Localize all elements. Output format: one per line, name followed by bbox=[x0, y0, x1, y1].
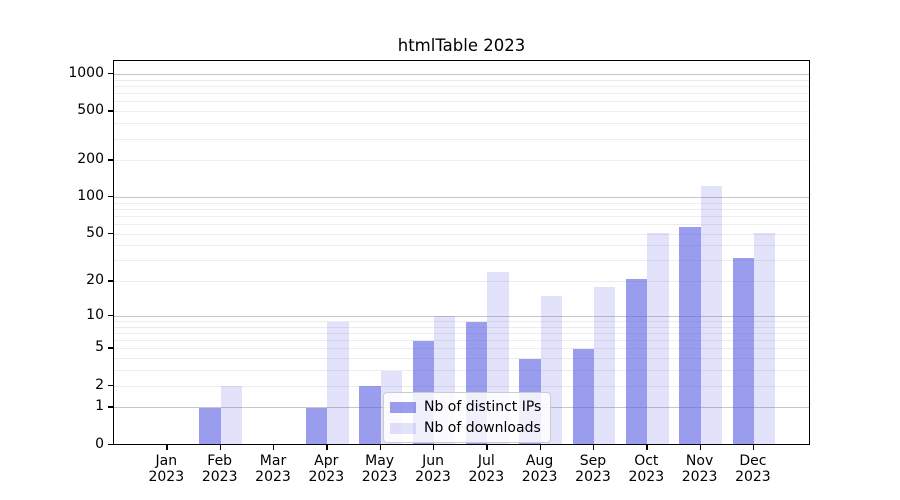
y-tick-0 bbox=[108, 443, 113, 445]
gridline-y-200 bbox=[114, 160, 809, 162]
y-tick-5 bbox=[108, 347, 113, 349]
gridline-y-30 bbox=[114, 260, 809, 262]
y-tick-100 bbox=[108, 196, 113, 198]
y-tick-20 bbox=[108, 280, 113, 282]
gridline-y-6 bbox=[114, 340, 809, 342]
y-tick-500 bbox=[108, 110, 113, 112]
y-tick-label-5: 5 bbox=[95, 339, 104, 356]
gridline-y-1000 bbox=[114, 74, 809, 76]
bar-distinct-ips-oct bbox=[626, 279, 648, 444]
bar-distinct-ips-apr bbox=[306, 407, 328, 444]
bar-distinct-ips-may bbox=[359, 386, 381, 444]
y-tick-label-0: 0 bbox=[95, 435, 104, 452]
legend-swatch-distinct-ips bbox=[390, 401, 416, 413]
legend-label-distinct-ips: Nb of distinct IPs bbox=[424, 399, 542, 415]
plot-area bbox=[113, 60, 810, 445]
y-tick-50 bbox=[108, 232, 113, 235]
x-tick-label-nov: Nov 2023 bbox=[681, 452, 718, 486]
x-tick-label-mar: Mar 2023 bbox=[255, 452, 291, 486]
x-tick-label-apr: Apr 2023 bbox=[308, 452, 345, 486]
legend: Nb of distinct IPs Nb of downloads bbox=[383, 392, 552, 443]
gridline-y-4 bbox=[114, 358, 809, 360]
gridline-y-600 bbox=[114, 101, 809, 103]
x-tick-oct bbox=[646, 444, 648, 450]
x-tick-dec bbox=[752, 444, 755, 450]
gridline-y-60 bbox=[114, 224, 809, 226]
y-tick-200 bbox=[108, 159, 113, 161]
x-tick-may bbox=[379, 444, 381, 450]
x-tick-sep bbox=[593, 444, 595, 450]
legend-item-downloads: Nb of downloads bbox=[390, 419, 541, 437]
bar-downloads-oct bbox=[647, 233, 669, 444]
x-tick-jun bbox=[433, 444, 435, 450]
gridline-y-8 bbox=[114, 326, 809, 328]
x-tick-label-aug: Aug 2023 bbox=[521, 452, 558, 486]
bar-downloads-apr bbox=[327, 321, 349, 444]
gridline-y-10 bbox=[114, 315, 809, 317]
bar-distinct-ips-sep bbox=[572, 348, 594, 444]
y-tick-1000 bbox=[108, 73, 113, 75]
x-tick-label-sep: Sep 2023 bbox=[575, 452, 611, 486]
gridline-y-400 bbox=[114, 123, 809, 125]
x-tick-jan bbox=[166, 444, 168, 450]
bar-downloads-sep bbox=[594, 287, 616, 444]
y-tick-label-2: 2 bbox=[95, 376, 104, 393]
y-tick-10 bbox=[108, 314, 113, 317]
y-tick-2 bbox=[108, 384, 113, 386]
y-tick-label-1: 1 bbox=[95, 398, 104, 415]
x-tick-label-dec: Dec 2023 bbox=[735, 452, 771, 486]
x-tick-label-oct: Oct 2023 bbox=[628, 452, 665, 486]
y-tick-label-10: 10 bbox=[86, 306, 104, 323]
gridline-y-90 bbox=[114, 202, 809, 204]
bar-distinct-ips-nov bbox=[679, 227, 701, 444]
gridline-y-900 bbox=[114, 79, 809, 81]
x-tick-label-jan: Jan 2023 bbox=[148, 452, 185, 486]
gridline-y-800 bbox=[114, 86, 809, 87]
gridline-y-300 bbox=[114, 138, 809, 140]
x-tick-feb bbox=[219, 444, 222, 450]
x-tick-apr bbox=[326, 444, 328, 450]
gridline-y-50 bbox=[114, 233, 809, 235]
bar-downloads-nov bbox=[700, 186, 722, 444]
legend-label-downloads: Nb of downloads bbox=[424, 420, 541, 436]
bar-distinct-ips-dec bbox=[732, 257, 754, 444]
gridline-y-80 bbox=[114, 208, 809, 210]
legend-swatch-downloads bbox=[390, 422, 416, 434]
y-tick-label-500: 500 bbox=[77, 102, 104, 119]
legend-item-distinct-ips: Nb of distinct IPs bbox=[390, 398, 541, 416]
x-tick-label-jul: Jul 2023 bbox=[468, 452, 505, 486]
bar-distinct-ips-feb bbox=[199, 407, 221, 444]
gridline-y-5 bbox=[114, 348, 809, 350]
x-tick-mar bbox=[273, 444, 275, 450]
y-tick-label-1000: 1000 bbox=[68, 65, 104, 82]
y-tick-label-50: 50 bbox=[86, 224, 104, 241]
x-tick-label-may: May 2023 bbox=[361, 452, 398, 486]
gridline-y-20 bbox=[114, 281, 809, 283]
y-tick-label-200: 200 bbox=[77, 151, 104, 168]
gridline-y-70 bbox=[114, 216, 809, 217]
y-tick-label-20: 20 bbox=[86, 272, 104, 289]
x-tick-label-jun: Jun 2023 bbox=[415, 452, 451, 486]
bar-downloads-feb bbox=[220, 386, 242, 444]
chart-title: htmlTable 2023 bbox=[397, 36, 526, 55]
bar-downloads-dec bbox=[753, 233, 776, 444]
y-tick-1 bbox=[108, 406, 113, 408]
gridline-y-9 bbox=[114, 321, 809, 323]
gridline-y-3 bbox=[114, 370, 809, 372]
x-tick-label-feb: Feb 2023 bbox=[201, 452, 238, 486]
gridline-y-500 bbox=[114, 111, 809, 113]
gridline-y-100 bbox=[114, 197, 809, 199]
x-tick-nov bbox=[699, 444, 701, 450]
gridline-y-40 bbox=[114, 245, 809, 247]
y-tick-label-100: 100 bbox=[77, 188, 104, 205]
x-tick-jul bbox=[486, 444, 488, 450]
gridline-y-7 bbox=[114, 333, 809, 334]
gridline-y-2 bbox=[114, 385, 809, 387]
x-tick-aug bbox=[539, 444, 541, 450]
gridline-y-700 bbox=[114, 93, 809, 95]
